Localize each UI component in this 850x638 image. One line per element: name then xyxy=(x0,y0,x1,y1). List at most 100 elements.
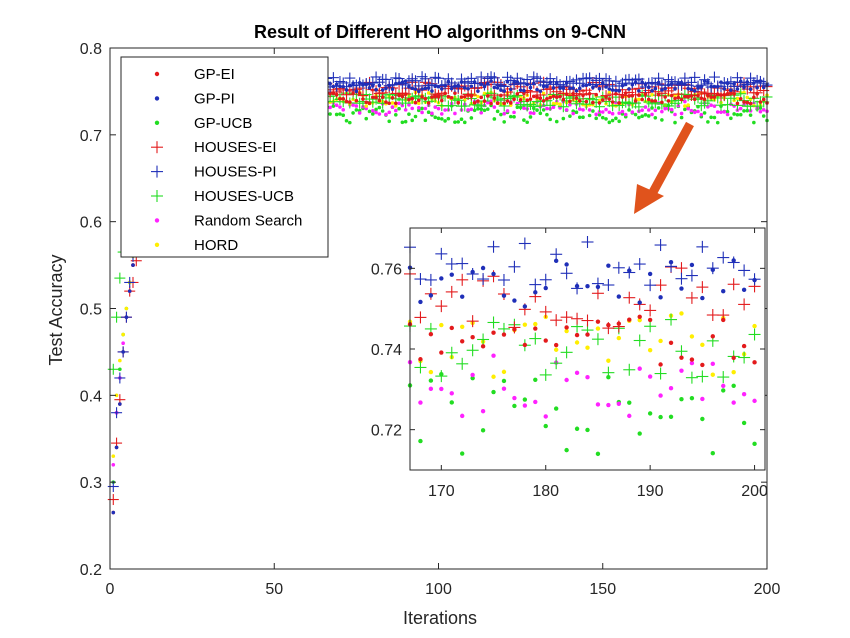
inset-data-point xyxy=(501,332,507,337)
inset-data-point xyxy=(647,317,653,323)
inset-data-point xyxy=(508,260,521,273)
data-point xyxy=(564,108,569,112)
inset-data-point xyxy=(606,358,611,363)
data-point xyxy=(327,72,339,84)
data-point xyxy=(118,358,122,363)
data-point xyxy=(755,85,759,90)
data-point xyxy=(600,90,612,102)
inset-data-point xyxy=(543,414,548,419)
data-point xyxy=(594,92,598,97)
data-point xyxy=(508,101,513,105)
inset-data-point xyxy=(550,314,563,327)
data-point xyxy=(476,99,480,103)
inset-data-point xyxy=(564,262,569,267)
legend-marker xyxy=(154,242,160,247)
data-point xyxy=(722,99,734,111)
data-point xyxy=(541,108,546,112)
data-point xyxy=(686,103,690,107)
data-point xyxy=(584,72,596,84)
data-point xyxy=(410,96,415,101)
data-point xyxy=(617,119,621,124)
data-point xyxy=(548,95,552,100)
data-point xyxy=(423,96,428,101)
data-point xyxy=(729,116,733,121)
data-point xyxy=(380,88,385,92)
data-point xyxy=(637,97,641,102)
data-point xyxy=(472,108,477,113)
legend-marker xyxy=(154,71,160,77)
data-point xyxy=(512,97,516,102)
y-tick-label: 0.2 xyxy=(80,562,102,579)
inset-data-point xyxy=(491,330,496,335)
inset-x-ticks: 170 180 190 200 xyxy=(428,228,768,500)
data-point xyxy=(492,105,497,109)
data-point xyxy=(557,101,569,113)
inset-data-point xyxy=(685,291,698,304)
main-x-ticks: 0 50 100 150 200 xyxy=(106,48,780,598)
inset-series-gp-ei xyxy=(407,314,757,368)
data-point xyxy=(515,92,520,96)
data-point xyxy=(377,105,382,110)
data-point xyxy=(735,87,740,91)
data-point xyxy=(640,114,644,119)
data-point xyxy=(400,103,405,108)
inset-data-point xyxy=(654,239,667,252)
inset-data-point xyxy=(665,260,678,273)
inset-data-point xyxy=(533,377,538,382)
inset-data-point xyxy=(449,400,454,405)
inset-data-point xyxy=(738,351,751,364)
legend-entry: HOUSES-PI xyxy=(151,164,277,181)
data-point xyxy=(581,115,585,119)
data-point xyxy=(423,106,428,111)
inset-data-point xyxy=(741,287,747,293)
data-point xyxy=(121,341,125,346)
data-point xyxy=(334,103,339,108)
legend-entry: HOUSES-EI xyxy=(151,139,277,156)
data-point xyxy=(479,110,484,115)
inset-data-point xyxy=(606,263,611,268)
data-point xyxy=(673,120,677,125)
data-point xyxy=(462,98,467,102)
data-point xyxy=(558,94,562,99)
inset-data-point xyxy=(679,355,684,360)
data-point xyxy=(420,106,424,111)
data-point xyxy=(666,99,671,103)
data-point xyxy=(446,116,451,121)
inset-data-point xyxy=(679,286,684,291)
legend-label: GP-PI xyxy=(194,90,235,107)
data-point xyxy=(449,95,454,100)
inset-data-point xyxy=(491,271,496,277)
data-point xyxy=(715,99,727,111)
data-point xyxy=(604,107,608,112)
inset-data-point xyxy=(612,261,625,274)
legend-label: Random Search xyxy=(194,212,302,229)
data-point xyxy=(111,407,123,419)
data-point xyxy=(354,104,359,108)
data-point xyxy=(656,92,661,97)
data-point xyxy=(600,98,605,102)
data-point xyxy=(515,105,520,110)
legend-entry: GP-UCB xyxy=(154,115,252,132)
inset-data-point xyxy=(689,395,695,401)
inset-data-point xyxy=(731,383,736,389)
data-point xyxy=(390,101,395,105)
data-point xyxy=(397,101,401,106)
inset-data-point xyxy=(585,345,590,350)
data-point xyxy=(512,115,516,119)
legend-marker xyxy=(154,120,160,126)
data-point xyxy=(558,102,562,106)
data-point xyxy=(420,87,424,91)
inset-data-point xyxy=(658,338,663,344)
inset-data-point xyxy=(501,386,507,391)
data-point xyxy=(443,119,447,123)
data-point xyxy=(453,120,457,124)
data-point xyxy=(384,100,388,104)
inset-data-point xyxy=(717,309,730,322)
data-point xyxy=(623,112,628,117)
data-point xyxy=(410,106,415,111)
inset-data-point xyxy=(679,396,684,402)
x-axis-label: Iterations xyxy=(403,608,477,628)
data-point xyxy=(545,112,549,117)
data-point xyxy=(413,87,418,91)
data-point xyxy=(646,114,651,118)
